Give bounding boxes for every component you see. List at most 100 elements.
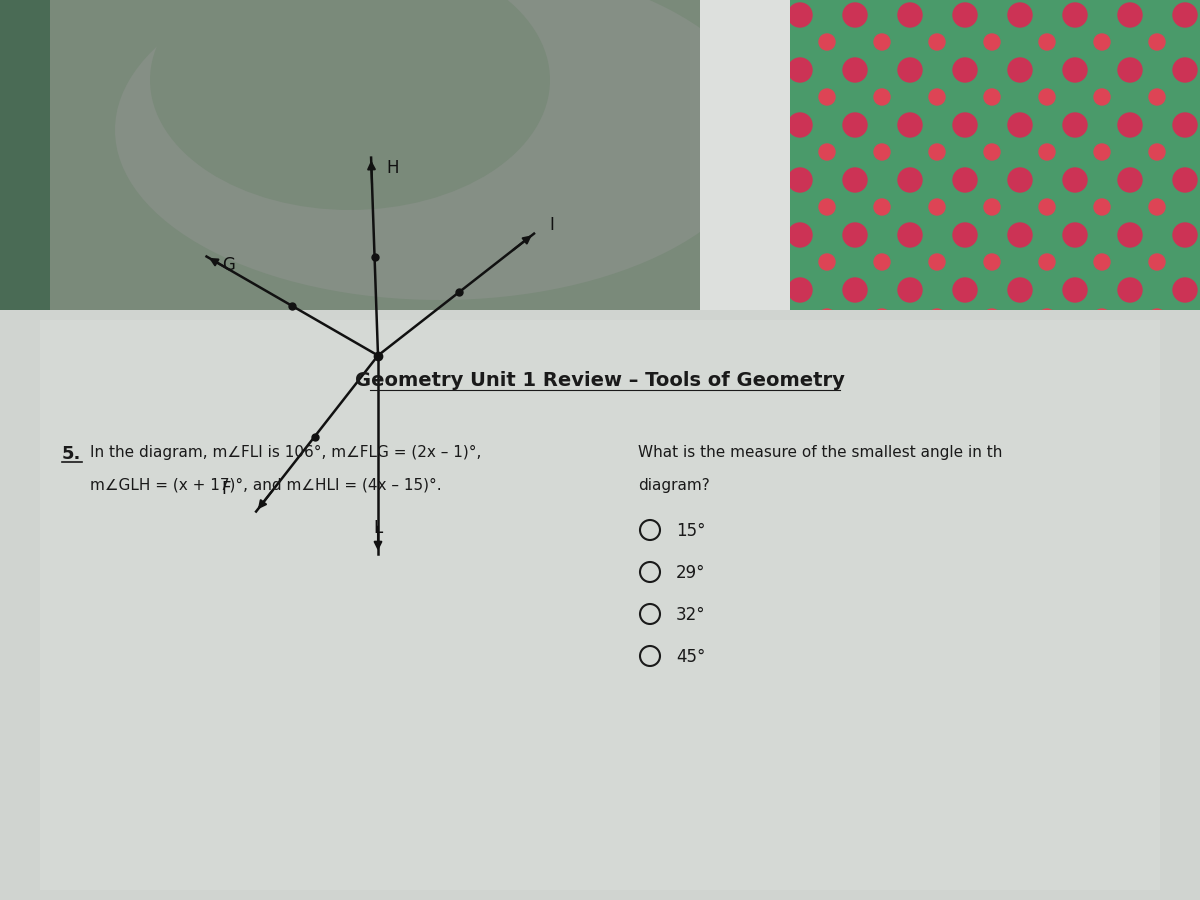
Circle shape: [929, 254, 946, 270]
Circle shape: [842, 168, 866, 192]
Circle shape: [1039, 199, 1055, 215]
Circle shape: [1118, 58, 1142, 82]
Circle shape: [818, 199, 835, 215]
Circle shape: [788, 223, 812, 247]
Circle shape: [1063, 168, 1087, 192]
Circle shape: [1008, 278, 1032, 302]
Circle shape: [788, 278, 812, 302]
Circle shape: [1063, 113, 1087, 137]
Circle shape: [1094, 254, 1110, 270]
Circle shape: [818, 144, 835, 160]
Circle shape: [984, 89, 1000, 105]
Circle shape: [953, 168, 977, 192]
Circle shape: [842, 58, 866, 82]
Text: G: G: [222, 256, 234, 274]
Circle shape: [1063, 3, 1087, 27]
Circle shape: [1094, 34, 1110, 50]
Circle shape: [1150, 34, 1165, 50]
Circle shape: [788, 3, 812, 27]
Circle shape: [842, 3, 866, 27]
Circle shape: [953, 223, 977, 247]
Circle shape: [929, 89, 946, 105]
Circle shape: [1094, 144, 1110, 160]
Circle shape: [818, 89, 835, 105]
Circle shape: [842, 113, 866, 137]
Circle shape: [1174, 278, 1198, 302]
Text: 5.: 5.: [62, 445, 82, 463]
Circle shape: [1008, 168, 1032, 192]
Circle shape: [1039, 309, 1055, 325]
Circle shape: [874, 144, 890, 160]
Circle shape: [1118, 3, 1142, 27]
Text: diagram?: diagram?: [638, 478, 709, 493]
Circle shape: [929, 309, 946, 325]
Circle shape: [1063, 223, 1087, 247]
Circle shape: [1150, 144, 1165, 160]
FancyBboxPatch shape: [780, 0, 1200, 360]
Circle shape: [1174, 113, 1198, 137]
Text: 29°: 29°: [676, 564, 706, 582]
Circle shape: [818, 309, 835, 325]
Circle shape: [1008, 3, 1032, 27]
FancyBboxPatch shape: [40, 320, 1160, 890]
Circle shape: [1118, 168, 1142, 192]
Circle shape: [1063, 278, 1087, 302]
Circle shape: [842, 223, 866, 247]
Circle shape: [1094, 309, 1110, 325]
Text: Geometry Unit 1 Review – Tools of Geometry: Geometry Unit 1 Review – Tools of Geomet…: [355, 371, 845, 390]
Circle shape: [898, 113, 922, 137]
Circle shape: [1174, 58, 1198, 82]
FancyBboxPatch shape: [49, 0, 701, 340]
Circle shape: [1174, 168, 1198, 192]
Circle shape: [1118, 278, 1142, 302]
Circle shape: [788, 58, 812, 82]
Circle shape: [788, 113, 812, 137]
Circle shape: [1039, 254, 1055, 270]
Circle shape: [1150, 309, 1165, 325]
Circle shape: [953, 113, 977, 137]
Circle shape: [984, 144, 1000, 160]
Circle shape: [1008, 113, 1032, 137]
Ellipse shape: [115, 0, 766, 300]
Circle shape: [929, 144, 946, 160]
Circle shape: [1174, 223, 1198, 247]
Circle shape: [953, 58, 977, 82]
Circle shape: [953, 278, 977, 302]
Text: 32°: 32°: [676, 606, 706, 624]
Circle shape: [874, 89, 890, 105]
Circle shape: [984, 34, 1000, 50]
Circle shape: [898, 278, 922, 302]
Text: H: H: [386, 159, 398, 177]
Circle shape: [898, 168, 922, 192]
Circle shape: [874, 199, 890, 215]
FancyBboxPatch shape: [0, 310, 1200, 900]
Circle shape: [874, 309, 890, 325]
Circle shape: [1118, 113, 1142, 137]
Text: What is the measure of the smallest angle in th: What is the measure of the smallest angl…: [638, 445, 1002, 460]
Circle shape: [984, 199, 1000, 215]
Circle shape: [818, 34, 835, 50]
Text: m∠GLH = (x + 17)°, and m∠HLI = (4x – 15)°.: m∠GLH = (x + 17)°, and m∠HLI = (4x – 15)…: [90, 478, 442, 493]
Circle shape: [1094, 89, 1110, 105]
Text: 15°: 15°: [676, 522, 706, 540]
Circle shape: [842, 278, 866, 302]
Circle shape: [898, 58, 922, 82]
Circle shape: [1039, 34, 1055, 50]
Text: L: L: [373, 519, 383, 537]
Circle shape: [898, 3, 922, 27]
Ellipse shape: [150, 0, 550, 210]
Circle shape: [1094, 199, 1110, 215]
Circle shape: [1063, 58, 1087, 82]
Circle shape: [929, 199, 946, 215]
FancyBboxPatch shape: [0, 0, 180, 360]
FancyBboxPatch shape: [700, 0, 791, 340]
Circle shape: [874, 34, 890, 50]
Circle shape: [1008, 223, 1032, 247]
Text: I: I: [550, 216, 554, 234]
Circle shape: [1174, 3, 1198, 27]
Text: In the diagram, m∠FLI is 106°, m∠FLG = (2x – 1)°,: In the diagram, m∠FLI is 106°, m∠FLG = (…: [90, 445, 481, 460]
Circle shape: [1039, 144, 1055, 160]
Text: 45°: 45°: [676, 648, 706, 666]
Circle shape: [1150, 199, 1165, 215]
Circle shape: [1008, 58, 1032, 82]
